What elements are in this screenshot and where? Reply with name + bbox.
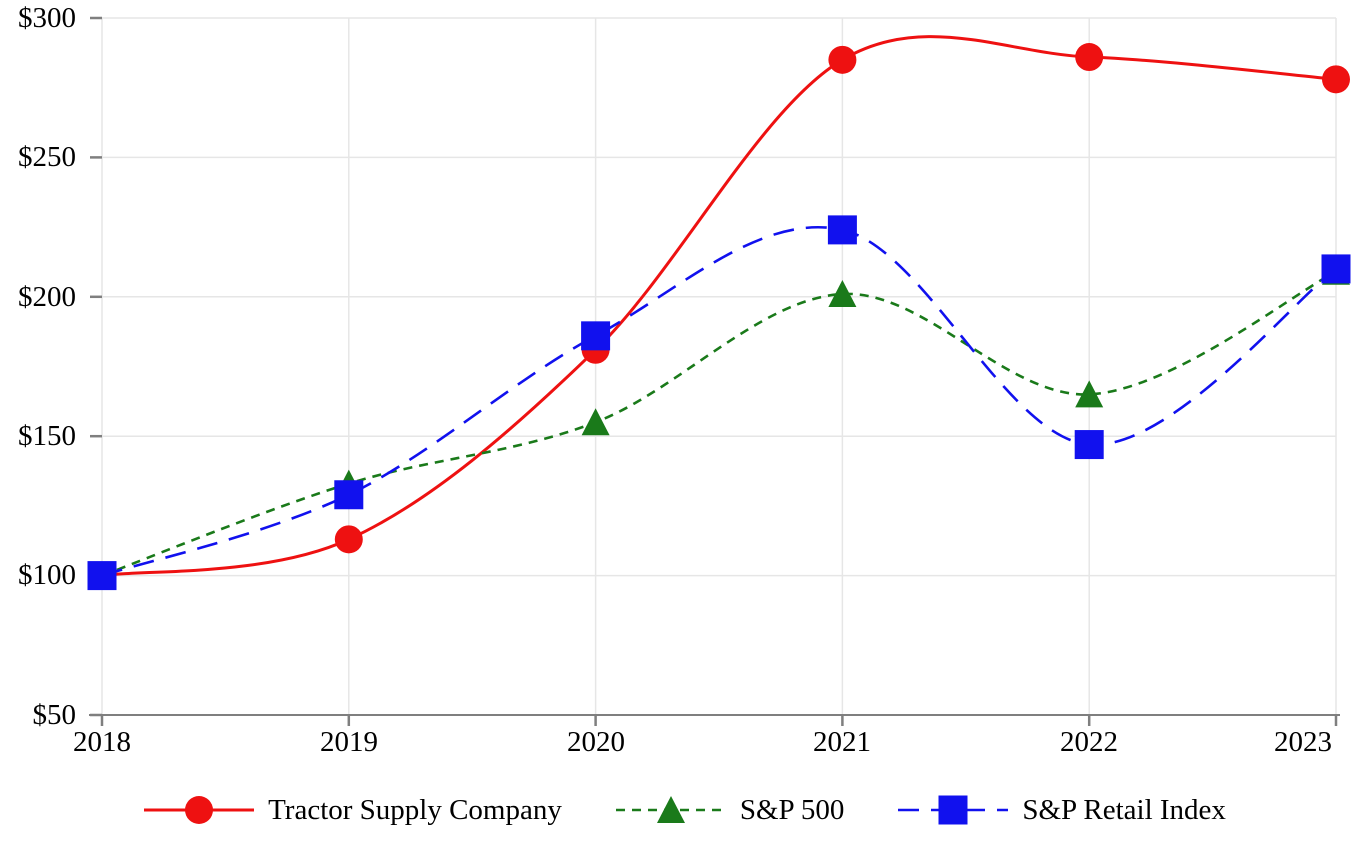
legend-line-circle-icon [144, 796, 255, 824]
legend-label: Tractor Supply Company [268, 793, 562, 826]
y-axis-tick-label: $300 [18, 2, 76, 34]
legend-item-tractor-supply-company: Tractor Supply Company [142, 791, 562, 829]
legend-item-sp-retail-index: S&P Retail Index [896, 791, 1226, 829]
x-axis-tick-label: 2018 [73, 726, 131, 758]
legend-line-triangle-icon [615, 796, 726, 823]
y-axis-tick-label: $50 [32, 699, 77, 731]
x-axis-tick-label: 2019 [320, 726, 378, 758]
legend-label: S&P Retail Index [1022, 793, 1226, 826]
x-axis-tick-label: 2022 [1060, 726, 1118, 758]
plot-area [87, 16, 1351, 726]
legend-item-sp500: S&P 500 [614, 791, 845, 829]
x-axis-tick-label: 2020 [567, 726, 625, 758]
y-axis-tick-label: $150 [18, 420, 76, 452]
chart-legend: Tractor Supply Company S&P 500 S&P Retai… [0, 786, 1368, 834]
x-axis-tick-label: 2021 [813, 726, 871, 758]
y-axis-tick-label: $200 [18, 281, 76, 313]
y-axis-tick-label: $100 [18, 559, 76, 591]
x-axis-tick-label: 2023 [1274, 726, 1332, 758]
legend-line-square-icon [898, 795, 1009, 825]
legend-label: S&P 500 [739, 793, 845, 826]
y-axis-tick-label: $250 [18, 141, 76, 173]
